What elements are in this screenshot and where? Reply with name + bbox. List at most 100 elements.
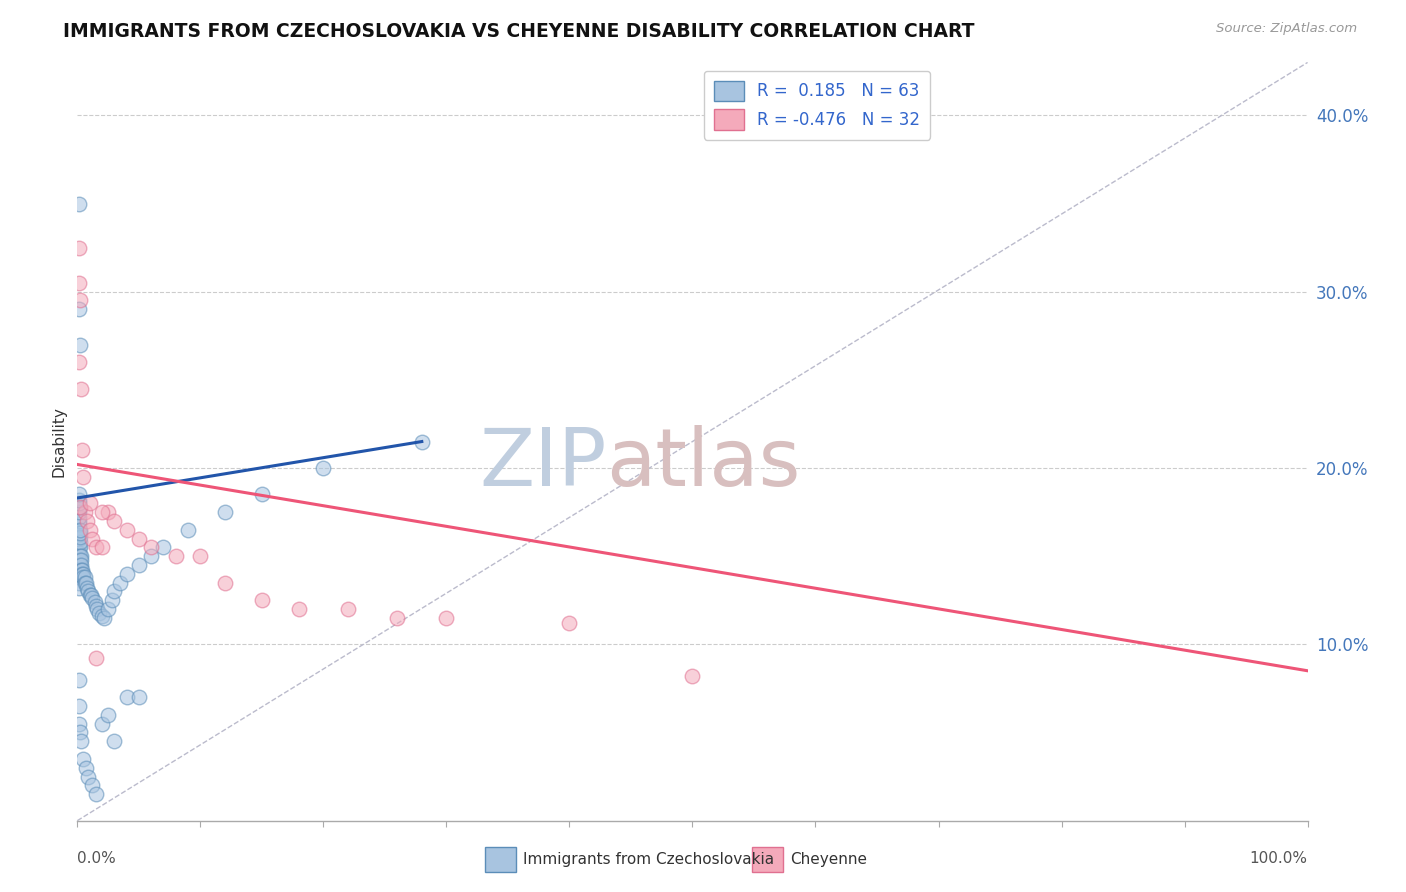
Point [97,505,120,519]
Point [70,552,93,566]
Point [84,599,107,613]
Point [250,487,273,501]
Point [69,526,91,541]
Point [110,575,132,590]
Point [69,535,91,549]
Point [79,496,101,510]
Point [250,593,273,607]
Point [70,558,93,572]
Point [84,787,107,801]
Point [103,584,125,599]
Point [288,602,311,616]
Point [128,690,150,705]
Point [70,443,93,458]
Point [79,588,101,602]
Text: Immigrants from Czechoslovakia: Immigrants from Czechoslovakia [523,853,775,867]
Point [177,523,200,537]
Point [67,492,90,507]
Point [73,575,96,590]
Point [69,337,91,351]
Point [188,549,212,563]
Point [67,673,90,687]
Point [89,606,111,620]
Point [165,549,187,563]
Point [115,566,138,581]
Point [70,549,93,563]
Point [141,541,163,555]
Point [67,302,90,317]
Point [214,505,236,519]
Point [73,570,96,584]
Point [75,761,97,775]
Point [115,523,138,537]
Point [76,514,98,528]
Point [103,734,125,748]
Point [69,558,91,572]
Point [67,570,90,584]
Point [558,616,581,631]
Point [67,500,90,514]
Point [67,699,90,714]
Point [67,276,90,290]
Text: ZIP: ZIP [479,425,606,503]
Point [152,541,174,555]
Point [69,530,91,544]
Point [682,669,704,683]
Point [84,651,107,665]
Point [214,575,236,590]
Text: 0.0%: 0.0% [77,851,117,866]
Point [82,778,104,792]
Text: Source: ZipAtlas.com: Source: ZipAtlas.com [1216,22,1357,36]
Point [90,609,114,624]
Point [82,532,104,546]
Point [72,570,94,584]
Point [312,461,335,475]
Point [67,581,90,595]
Point [101,593,124,607]
Point [67,558,90,572]
Point [69,500,91,514]
Text: 100.0%: 100.0% [1250,851,1308,866]
Point [77,770,100,784]
Point [93,611,115,625]
Point [128,532,150,546]
Point [77,584,100,599]
Point [67,505,90,519]
Point [90,541,114,555]
Point [67,517,90,532]
Point [436,611,458,625]
Text: IMMIGRANTS FROM CZECHOSLOVAKIA VS CHEYENNE DISABILITY CORRELATION CHART: IMMIGRANTS FROM CZECHOSLOVAKIA VS CHEYEN… [63,22,974,41]
Point [67,563,90,577]
Point [69,523,91,537]
Point [72,566,94,581]
Point [141,549,163,563]
Point [67,496,90,510]
Point [67,510,90,524]
Point [84,541,107,555]
Point [67,487,90,501]
Point [70,563,93,577]
Point [67,552,90,566]
Point [97,707,120,722]
Legend: R =  0.185   N = 63, R = -0.476   N = 32: R = 0.185 N = 63, R = -0.476 N = 32 [704,70,931,140]
Point [86,602,108,616]
Point [97,602,120,616]
Point [90,505,114,519]
Point [69,552,91,566]
Point [73,505,96,519]
Point [103,514,125,528]
Point [67,541,90,555]
Point [72,752,94,766]
Y-axis label: Disability: Disability [51,406,66,477]
Point [67,523,90,537]
Point [70,563,93,577]
Text: atlas: atlas [606,425,800,503]
Point [76,581,98,595]
Point [411,434,433,449]
Point [70,382,93,396]
Point [67,546,90,560]
Point [70,734,93,748]
Point [128,558,150,572]
Point [80,588,103,602]
Point [69,293,91,308]
